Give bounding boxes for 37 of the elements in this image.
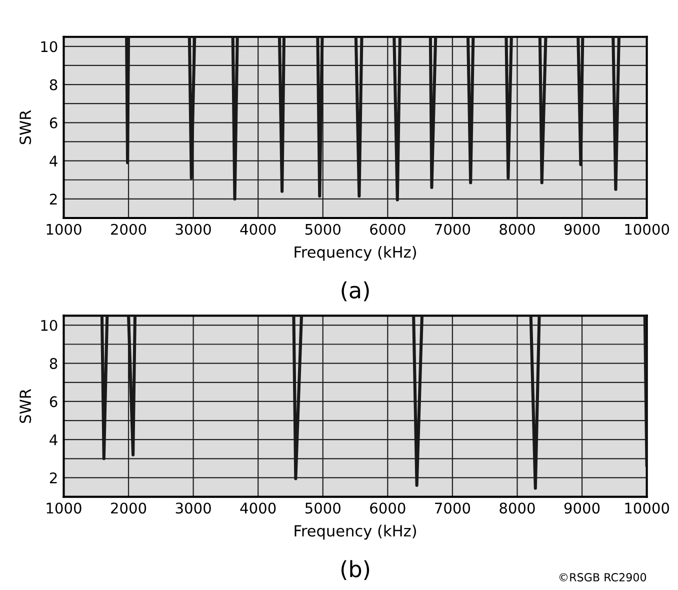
y-tick-label: 10 bbox=[41, 320, 58, 331]
y-tick-label: 2 bbox=[50, 194, 57, 204]
y-tick-label: 10 bbox=[41, 41, 58, 52]
x-tick-label: 10000 bbox=[625, 224, 670, 235]
y-tick-label: 6 bbox=[50, 117, 58, 128]
x-tick-label: 7000 bbox=[435, 224, 470, 235]
y-tick-label: 4 bbox=[50, 156, 58, 166]
y-tick-label: 6 bbox=[50, 396, 58, 408]
x-tick-label: 2000 bbox=[111, 502, 146, 514]
x-tick-label: 5000 bbox=[305, 224, 340, 235]
x-tick-label: 2000 bbox=[111, 224, 146, 235]
x-tick-label: 3000 bbox=[176, 224, 211, 235]
x-tick-label: 6000 bbox=[370, 224, 406, 235]
x-tick-label: 8000 bbox=[500, 502, 535, 514]
text: (a) bbox=[342, 281, 369, 302]
text: (b) bbox=[341, 560, 370, 580]
x-tick-label: 3000 bbox=[176, 502, 211, 514]
x-tick-label: 7000 bbox=[435, 502, 470, 514]
x-tick-label: 5000 bbox=[305, 502, 340, 514]
x-axis-title: Frequency (kHz) bbox=[294, 524, 416, 540]
x-tick-label: 10000 bbox=[625, 502, 670, 514]
x-tick-label: 1000 bbox=[46, 502, 82, 514]
x-tick-label: 4000 bbox=[240, 502, 276, 514]
y-tick-label: 8 bbox=[50, 358, 58, 370]
x-tick-label: 9000 bbox=[564, 224, 600, 235]
x-tick-label: 6000 bbox=[370, 502, 406, 514]
x-tick-label: 9000 bbox=[564, 502, 600, 514]
x-tick-label: 8000 bbox=[500, 224, 535, 235]
text: ©RSGB RC2900 bbox=[559, 573, 646, 582]
y-tick-label: 8 bbox=[50, 79, 58, 90]
y-tick-label: 4 bbox=[50, 434, 58, 446]
y-axis-title: SWR bbox=[20, 388, 32, 423]
y-axis-title: SWR bbox=[20, 110, 32, 144]
x-tick-label: 4000 bbox=[240, 224, 276, 235]
x-tick-label: 1000 bbox=[46, 224, 82, 235]
y-tick-label: 2 bbox=[50, 472, 57, 484]
x-axis-title: Frequency (kHz) bbox=[294, 246, 416, 261]
